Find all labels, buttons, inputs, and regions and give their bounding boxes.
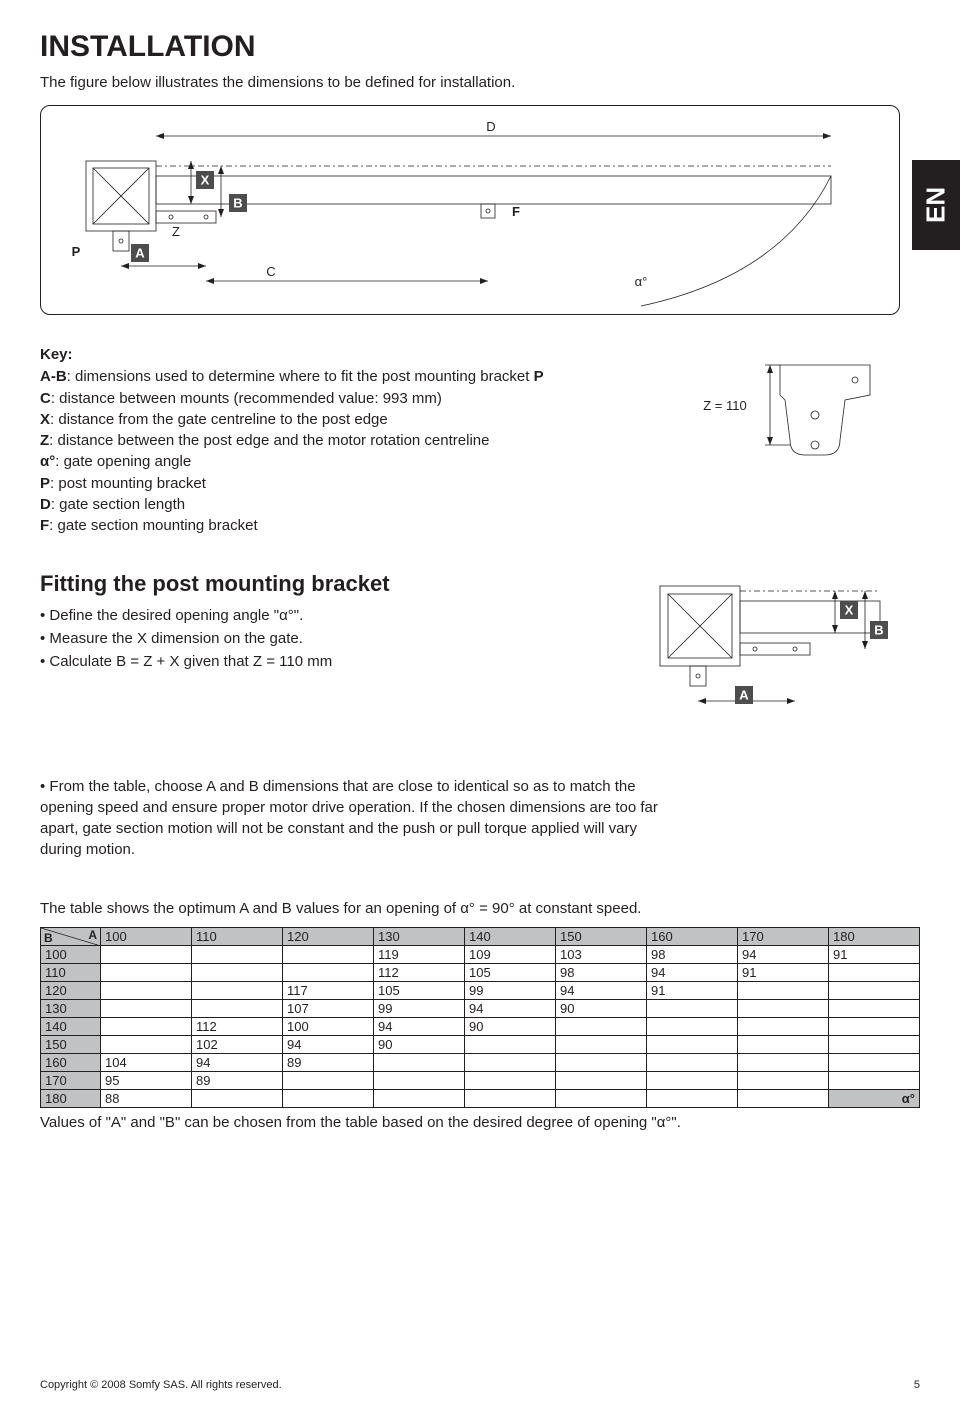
svg-text:X: X — [201, 173, 210, 188]
fitting-bullets: Define the desired opening angle "α°". M… — [40, 605, 610, 672]
svg-text:A: A — [135, 246, 145, 261]
svg-text:Z: Z — [172, 224, 180, 239]
page-title: INSTALLATION — [40, 30, 920, 64]
table-row: 110112105989491 — [41, 964, 920, 982]
ab-diagram: X B A — [640, 571, 890, 726]
table-row: 1709589 — [41, 1072, 920, 1090]
copyright: Copyright © 2008 Somfy SAS. All rights r… — [40, 1379, 282, 1391]
svg-text:X: X — [845, 603, 854, 618]
alpha-label: α° — [635, 274, 648, 289]
table-row: 1501029490 — [41, 1036, 920, 1054]
table-row: 100119109103989491 — [41, 946, 920, 964]
table-row: 1401121009490 — [41, 1018, 920, 1036]
key-block: Key: A-B: dimensions used to determine w… — [40, 345, 920, 537]
svg-text:A: A — [739, 688, 749, 703]
table-caption: The table shows the optimum A and B valu… — [40, 900, 920, 917]
svg-text:B: B — [233, 196, 242, 211]
key-title: Key: — [40, 345, 640, 365]
page-number: 5 — [914, 1379, 920, 1391]
main-diagram: α° D X Z B A C P F — [40, 105, 900, 315]
table-row: 120117105999491 — [41, 982, 920, 1000]
table-row: 18088α° — [41, 1090, 920, 1108]
after-table-text: Values of "A" and "B" can be chosen from… — [40, 1114, 920, 1131]
table-row: 130107999490 — [41, 1000, 920, 1018]
svg-text:D: D — [486, 119, 495, 134]
page-footer: Copyright © 2008 Somfy SAS. All rights r… — [40, 1379, 920, 1391]
ab-table: B A 100 110 120 130 140 150 160 170 180 … — [40, 927, 920, 1108]
z-bracket-diagram: Z = 110 — [680, 345, 890, 480]
svg-text:B: B — [874, 623, 883, 638]
fitting-title: Fitting the post mounting bracket — [40, 571, 610, 597]
intro-text: The figure below illustrates the dimensi… — [40, 74, 920, 91]
table-intro: From the table, choose A and B dimension… — [40, 776, 660, 860]
table-corner: B A — [41, 928, 101, 946]
svg-text:P: P — [72, 244, 81, 259]
table-row: 1601049489 — [41, 1054, 920, 1072]
svg-text:Z = 110: Z = 110 — [703, 398, 746, 413]
table-header-row: B A 100 110 120 130 140 150 160 170 180 — [41, 928, 920, 946]
svg-text:F: F — [512, 204, 520, 219]
language-tab: EN — [912, 160, 960, 250]
fitting-block: Fitting the post mounting bracket Define… — [40, 571, 920, 726]
svg-text:C: C — [266, 264, 275, 279]
key-text: Key: A-B: dimensions used to determine w… — [40, 345, 640, 537]
